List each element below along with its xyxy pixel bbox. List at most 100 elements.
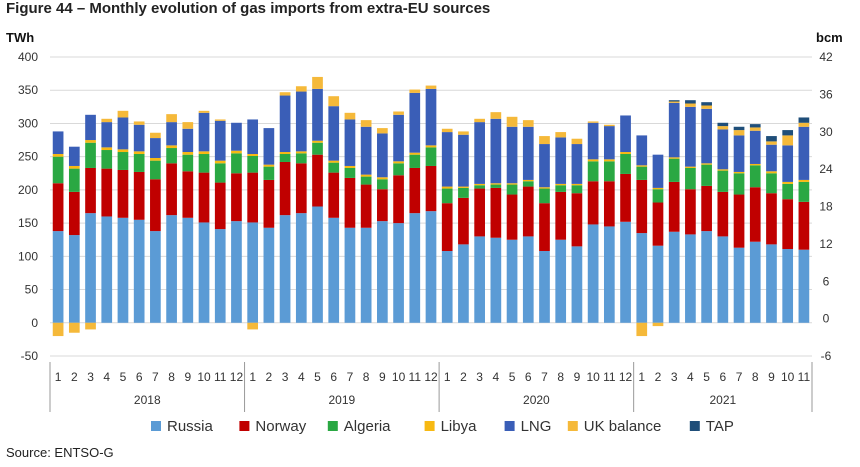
bar-algeria	[52, 156, 64, 184]
legend-label: TAP	[706, 418, 734, 435]
bar-uk-balance	[68, 322, 80, 333]
bar-algeria	[182, 154, 194, 172]
month-tick-label: 5	[120, 370, 127, 384]
bar-russia	[231, 221, 242, 323]
y2-tick-label: -6	[821, 349, 832, 363]
bar-lng	[636, 135, 648, 166]
bar-algeria	[652, 189, 664, 203]
bar-russia	[539, 251, 550, 323]
bar-algeria	[295, 153, 307, 164]
month-tick-label: 2	[71, 370, 78, 384]
month-tick-label: 2	[655, 370, 662, 384]
bar-libya	[377, 177, 388, 180]
bar-algeria	[441, 188, 453, 204]
bar-norway	[555, 191, 567, 240]
bar-algeria	[117, 152, 129, 170]
month-tick-label: 11	[214, 370, 227, 384]
bar-lng	[101, 122, 113, 148]
bar-norway	[733, 194, 745, 248]
bar-algeria	[636, 166, 648, 180]
bar-norway	[652, 202, 664, 246]
bar-russia	[474, 236, 485, 323]
legend-swatch-norway	[239, 421, 250, 431]
bar-russia	[603, 226, 615, 323]
bar-russia	[636, 233, 648, 323]
y2-tick-label: 0	[823, 312, 830, 326]
bar-libya	[603, 159, 615, 162]
bar-norway	[247, 172, 259, 223]
bar-uk-balance	[182, 122, 194, 129]
legend-swatch-algeria	[327, 421, 338, 431]
month-tick-label: 6	[719, 370, 726, 384]
y-axis-label: TWh	[6, 30, 34, 45]
bar-tap	[766, 136, 777, 142]
bar-libya	[409, 152, 421, 155]
bar-russia	[620, 221, 631, 323]
month-tick-label: 10	[781, 370, 795, 384]
bar-libya	[522, 179, 534, 182]
bar-norway	[279, 161, 291, 216]
month-tick-label: 9	[574, 370, 581, 384]
bar-lng	[458, 134, 469, 187]
bar-algeria	[749, 165, 761, 188]
bar-libya	[117, 149, 129, 153]
legend-label: UK balance	[584, 418, 662, 435]
bar-algeria	[458, 187, 469, 198]
bar-russia	[506, 239, 518, 323]
bar-lng	[587, 122, 599, 160]
bar-algeria	[263, 166, 275, 180]
bar-lng	[295, 91, 307, 152]
bar-algeria	[377, 179, 388, 190]
bar-libya	[68, 165, 80, 169]
month-tick-label: 3	[87, 370, 94, 384]
bar-lng	[652, 154, 664, 188]
bar-lng	[68, 146, 80, 166]
bar-russia	[490, 237, 502, 323]
bar-lng	[409, 92, 421, 153]
bar-lng	[668, 102, 680, 158]
bar-libya	[701, 163, 712, 165]
bar-lng	[717, 129, 729, 170]
month-tick-label: 4	[103, 370, 110, 384]
bar-russia	[133, 219, 145, 323]
bar-norway	[214, 182, 226, 230]
figure-title: Figure 44 – Monthly evolution of gas imp…	[6, 0, 491, 17]
y-tick-label: -50	[21, 349, 39, 363]
bar-libya	[166, 145, 177, 149]
bar-lng	[425, 88, 437, 146]
bar-libya	[214, 160, 226, 164]
bar-algeria	[571, 185, 583, 194]
month-tick-label: 3	[282, 370, 289, 384]
source-note: Source: ENTSO-G	[6, 445, 114, 460]
bar-uk-balance	[247, 322, 259, 330]
y2-tick-label: 30	[819, 125, 833, 139]
bar-norway	[668, 181, 680, 232]
bar-lng	[782, 145, 794, 182]
month-tick-label: 8	[363, 370, 370, 384]
bar-norway	[685, 189, 696, 235]
bar-lng	[344, 119, 356, 166]
bar-algeria	[474, 185, 485, 189]
bar-uk-balance	[782, 135, 794, 146]
bar-russia	[766, 244, 777, 323]
bar-russia	[263, 227, 275, 323]
bar-lng	[490, 118, 502, 184]
y-tick-label: 300	[18, 116, 38, 130]
bar-lng	[766, 144, 777, 172]
bar-tap	[717, 122, 729, 127]
bar-russia	[571, 246, 583, 323]
bar-lng	[506, 126, 518, 184]
bar-lng	[539, 144, 550, 188]
bar-algeria	[555, 185, 567, 192]
bar-tap	[798, 117, 810, 123]
bar-uk-balance	[506, 116, 518, 127]
bar-libya	[441, 186, 453, 189]
bar-norway	[117, 169, 129, 218]
bar-libya	[685, 166, 696, 168]
bar-russia	[377, 221, 388, 323]
bar-norway	[150, 179, 161, 232]
bar-norway	[393, 175, 404, 224]
bar-algeria	[344, 167, 356, 178]
bar-uk-balance	[522, 120, 534, 127]
bar-norway	[377, 189, 388, 222]
